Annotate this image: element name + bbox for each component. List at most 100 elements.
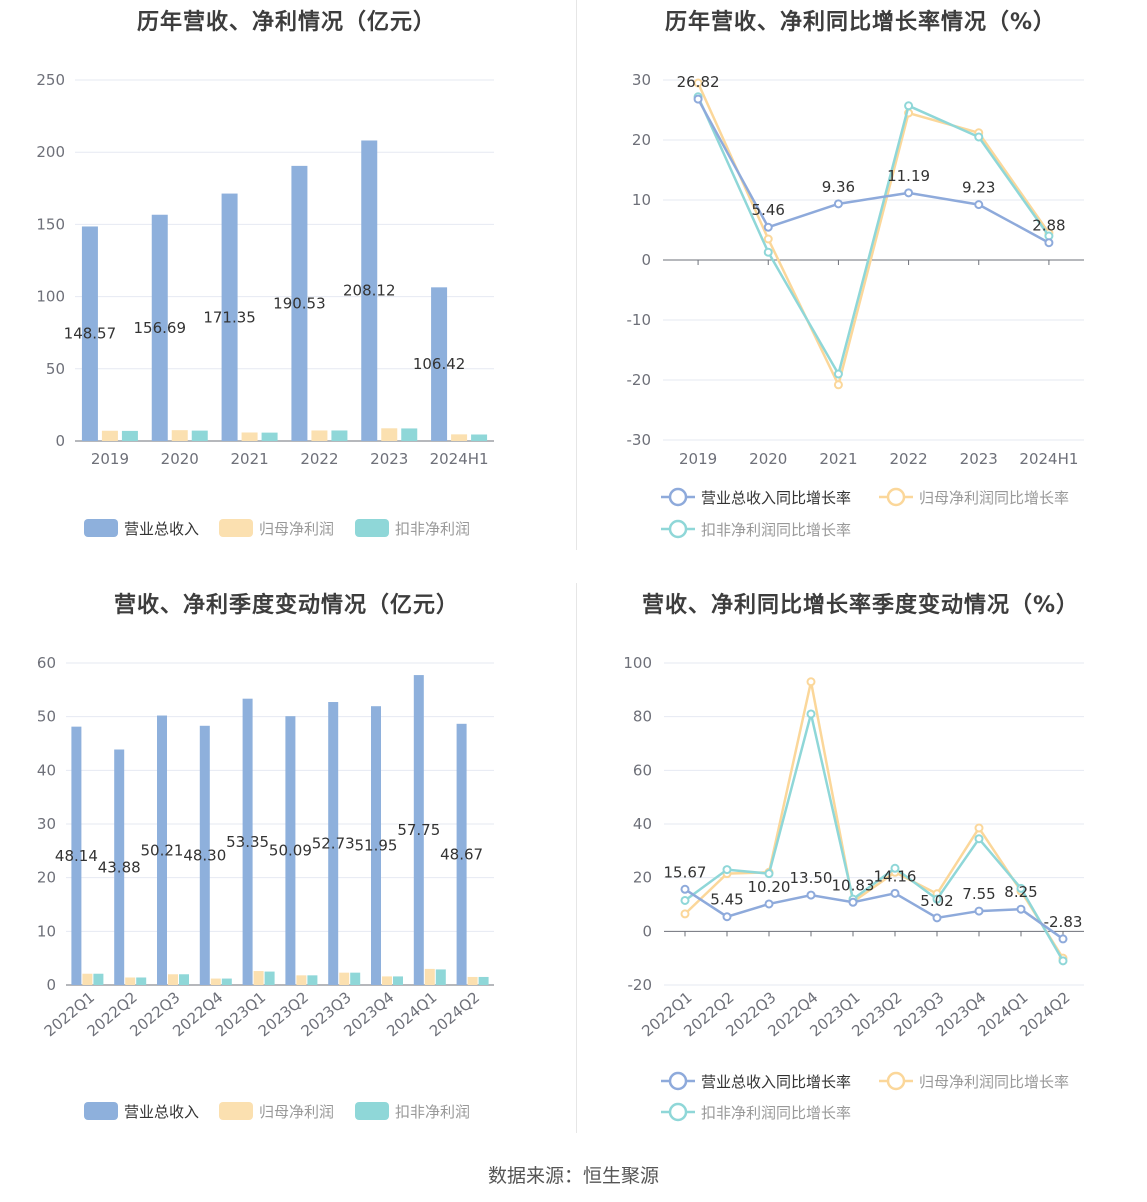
series-line-2 [696,96,1050,378]
y-tick-label: 50 [46,360,65,378]
x-tick-label: 2022 [300,450,338,468]
y-tick-label: 50 [37,708,56,726]
data-point [890,863,900,873]
y-tick-label: 0 [55,432,65,450]
quarterly-growth-rate-svg: -200204060801002022Q12022Q22022Q32022Q42… [623,654,1084,1122]
data-point [974,834,984,844]
legend-label: 扣非净利润 [395,520,470,538]
bar-net-profit [311,430,328,441]
legend-swatch [355,1102,389,1120]
data-label: 8.25 [1004,883,1037,901]
data-point [680,884,690,894]
bar-net-profit [382,976,392,985]
y-tick-label: 250 [36,71,65,89]
bar-revenue [371,706,381,985]
data-label: 9.36 [822,178,855,196]
bar-deducted-profit [221,978,232,985]
legend-label: 归母净利润同比增长率 [919,489,1069,507]
data-label: 57.75 [397,821,440,839]
data-point [1016,904,1026,914]
data-point [1058,956,1068,966]
data-point [722,865,732,875]
x-tick-label: 2021 [819,450,857,468]
bar-revenue [81,226,98,441]
y-tick-label: -30 [627,431,652,449]
y-tick-label: 40 [633,815,652,833]
bar-revenue [199,725,210,985]
bar-revenue [242,698,253,985]
data-point [693,78,703,88]
legend-marker [886,487,906,507]
series-line-0 [696,98,1050,244]
y-tick-label: 60 [37,654,56,672]
y-tick-label: 60 [633,761,652,779]
data-point [974,132,984,142]
y-tick-label: 20 [632,131,651,149]
data-label: 11.19 [887,167,930,185]
data-label: 156.69 [134,319,187,337]
legend-label: 营业总收入 [124,1103,199,1121]
data-label: 26.82 [677,73,720,91]
data-point [763,234,773,244]
quarterly-growth-rate-chart: 营收、净利同比增长率季度变动情况（%） -20 0 20 40 60 80 100 2022Q… [574,583,1147,1158]
bottom-divider [576,583,577,1133]
x-tick-label: 2023 [960,450,998,468]
bar-net-profit [253,971,264,985]
series-line-1 [684,681,1065,959]
legend-swatch [84,1102,118,1120]
x-tick-label: 2019 [91,450,129,468]
bar-deducted-profit [264,971,275,985]
y-tick-label: 10 [632,191,651,209]
bar-revenue [151,214,168,441]
bar-net-profit [168,974,178,985]
x-tick-label: 2020 [749,450,787,468]
legend-marker [668,487,688,507]
bar-deducted-profit [435,969,446,985]
data-point [1044,238,1054,248]
legend-swatch [219,1102,253,1120]
bar-net-profit [241,432,258,441]
bar-revenue [221,193,238,441]
bar-net-profit [339,972,350,985]
bar-revenue [361,140,378,441]
data-label: 7.55 [962,885,995,903]
bar-revenue [291,165,308,441]
x-tick-label: 2020 [161,450,199,468]
y-tick-label: 80 [633,708,652,726]
data-label: 10.20 [748,878,791,896]
legend-label: 营业总收入 [124,520,199,538]
data-point [974,906,984,916]
bar-net-profit [210,978,221,985]
y-tick-label: 150 [36,215,65,233]
bar-deducted-profit [350,972,361,985]
data-label: 5.02 [920,892,953,910]
legend-marker [886,1071,906,1091]
bar-net-profit [125,977,136,985]
legend-label: 扣非净利润同比增长率 [701,521,851,539]
data-point [693,94,703,104]
quarterly-revenue-profit-svg: 010203040506048.142022Q143.882022Q250.21… [37,654,494,1121]
series-line-0 [684,888,1064,940]
legend-swatch [219,519,253,537]
y-tick-label: -20 [628,976,653,994]
data-label: 14.16 [874,867,917,885]
data-point [890,888,900,898]
data-point [680,909,690,919]
legend-label: 归母净利润 [259,520,334,538]
data-label: 13.50 [790,869,833,887]
y-tick-label: 40 [37,761,56,779]
y-tick-label: 10 [37,922,56,940]
legend-marker [668,519,688,539]
bar-net-profit [171,430,188,441]
data-label: 208.12 [343,282,396,300]
bar-deducted-profit [307,975,318,985]
y-tick-label: 0 [641,251,651,269]
series-line-1 [696,82,1050,389]
bar-revenue [285,716,296,985]
top-divider [576,0,577,550]
data-label: 50.09 [269,842,312,860]
data-point [904,188,914,198]
data-point [763,222,773,232]
quarterly-revenue-profit-chart: 营收、净利季度变动情况（亿元） 0 10 20 30 40 50 60 48.14 2022Q1… [0,583,573,1158]
legend-label: 营业总收入同比增长率 [701,489,851,507]
